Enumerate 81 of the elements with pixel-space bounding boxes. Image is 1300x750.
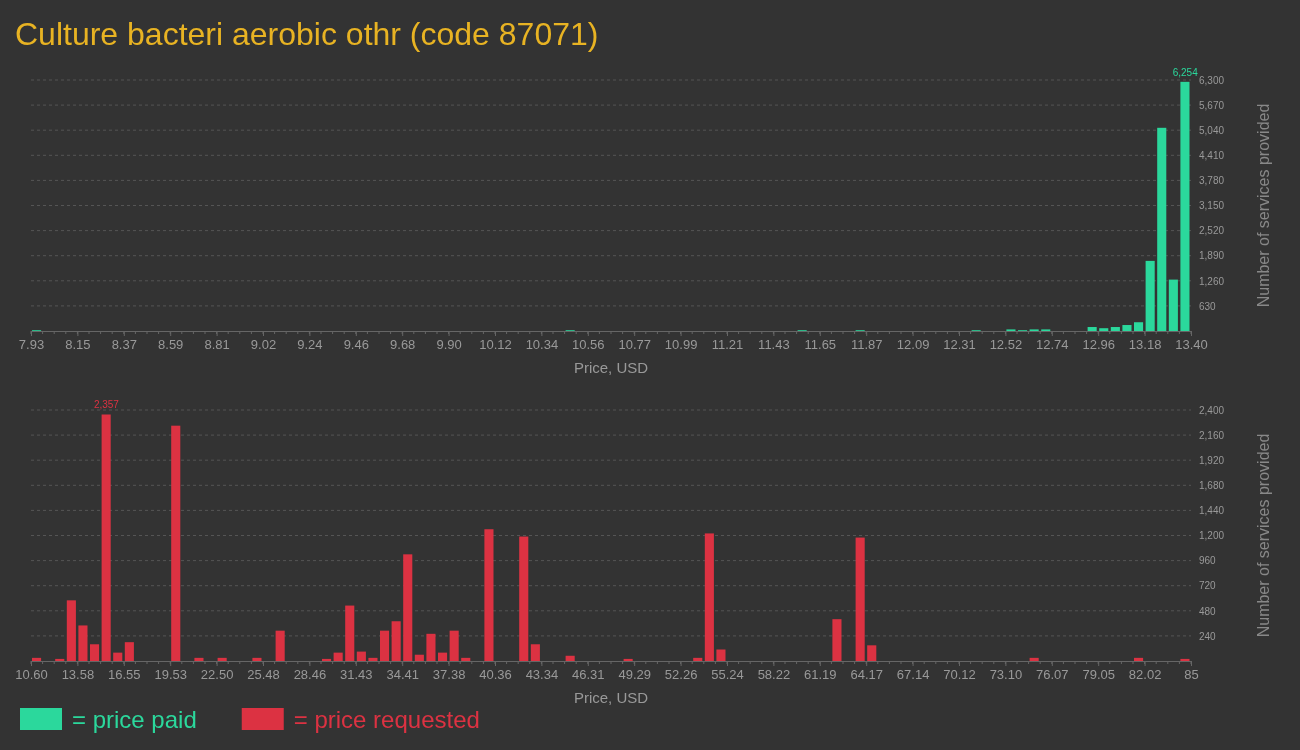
x-tick-label: 70.12 bbox=[943, 667, 976, 683]
x-tick-label: 40.36 bbox=[479, 667, 512, 683]
x-tick-label: 79.05 bbox=[1082, 667, 1115, 683]
x-tick-label: 10.99 bbox=[664, 337, 698, 353]
y-tick-label: 960 bbox=[1199, 555, 1217, 567]
x-tick-label: 58.22 bbox=[757, 667, 791, 683]
x-tick-label: 12.96 bbox=[1082, 337, 1115, 353]
x-tick-label: 43.34 bbox=[525, 667, 559, 683]
x-tick-label: 22.50 bbox=[200, 667, 234, 683]
x-tick-label: 85 bbox=[1184, 667, 1199, 683]
y-tick-label: 720 bbox=[1199, 580, 1217, 592]
y-tick-label: 1,200 bbox=[1199, 530, 1225, 542]
y-tick-label: 4,410 bbox=[1199, 150, 1225, 161]
x-tick-label: 61.19 bbox=[804, 667, 837, 683]
y-tick-label: 5,040 bbox=[1199, 124, 1225, 136]
x-tick-label: 11.87 bbox=[850, 337, 883, 353]
x-tick-label: 13.58 bbox=[61, 667, 95, 683]
y-tick-label: 2,160 bbox=[1199, 429, 1225, 441]
x-tick-label: 7.93 bbox=[18, 337, 45, 353]
x-tick-label: 25.48 bbox=[247, 667, 280, 683]
x-tick-label: 10.34 bbox=[525, 337, 559, 353]
x-tick-label: 10.60 bbox=[15, 667, 48, 683]
x-tick-label: 13.18 bbox=[1128, 337, 1162, 353]
x-tick-label: 11.43 bbox=[758, 337, 790, 353]
x-tick-label: 9.90 bbox=[436, 337, 462, 353]
x-axis-title: Price, USD bbox=[573, 359, 649, 376]
x-tick-label: 10.77 bbox=[618, 337, 651, 353]
x-tick-label: 76.07 bbox=[1036, 667, 1069, 683]
y-tick-label: 630 bbox=[1199, 300, 1217, 312]
x-tick-label: 34.41 bbox=[386, 667, 419, 683]
x-tick-label: 13.40 bbox=[1175, 337, 1208, 353]
legend-label: = price paid bbox=[72, 706, 197, 733]
y-tick-label: 5,670 bbox=[1199, 99, 1225, 111]
x-tick-label: 12.31 bbox=[943, 337, 976, 353]
x-tick-label: 8.15 bbox=[65, 337, 91, 353]
x-tick-label: 9.02 bbox=[250, 337, 277, 353]
y-tick-label: 1,890 bbox=[1199, 250, 1225, 262]
x-tick-label: 16.55 bbox=[108, 667, 141, 683]
legend-label: = price requested bbox=[293, 706, 480, 733]
y-tick-label: 1,680 bbox=[1199, 480, 1225, 491]
x-tick-label: 55.24 bbox=[711, 667, 744, 683]
x-tick-label: 12.74 bbox=[1036, 337, 1069, 353]
x-tick-label: 9.24 bbox=[297, 337, 323, 353]
y-axis-title: Number of services provided bbox=[1255, 433, 1272, 638]
y-tick-label: 3,150 bbox=[1199, 200, 1225, 212]
x-tick-label: 19.53 bbox=[154, 667, 187, 683]
x-tick-label: 31.43 bbox=[340, 667, 373, 683]
x-tick-label: 11.65 bbox=[804, 337, 837, 353]
x-tick-label: 9.46 bbox=[343, 337, 369, 353]
x-tick-label: 12.09 bbox=[896, 337, 930, 353]
x-tick-label: 10.12 bbox=[479, 337, 512, 353]
y-tick-label: 240 bbox=[1199, 630, 1217, 642]
x-tick-label: 28.46 bbox=[293, 667, 327, 683]
x-tick-label: 37.38 bbox=[432, 667, 466, 683]
y-tick-label: 2,520 bbox=[1199, 225, 1225, 237]
x-tick-label: 82.02 bbox=[1128, 667, 1162, 683]
y-tick-label: 480 bbox=[1199, 605, 1217, 617]
x-tick-label: 46.31 bbox=[572, 667, 605, 683]
x-tick-label: 52.26 bbox=[664, 667, 698, 683]
x-tick-label: 9.68 bbox=[390, 337, 416, 353]
y-tick-label: 1,440 bbox=[1199, 505, 1225, 517]
x-tick-label: 11.21 bbox=[711, 337, 744, 353]
x-tick-label: 8.37 bbox=[111, 337, 137, 353]
y-tick-label: 3,780 bbox=[1199, 175, 1225, 187]
x-tick-label: 8.81 bbox=[204, 337, 230, 353]
y-tick-label: 6,300 bbox=[1199, 74, 1225, 86]
y-axis-title: Number of services provided bbox=[1255, 103, 1272, 308]
data-label: 2,357 bbox=[93, 399, 120, 411]
x-tick-label: 8.59 bbox=[158, 337, 184, 353]
x-tick-label: 67.14 bbox=[896, 667, 930, 683]
x-tick-label: 64.17 bbox=[850, 667, 883, 683]
chart-title: Culture bacteri aerobic othr (code 87071) bbox=[15, 16, 599, 52]
data-label: 6,254 bbox=[1172, 66, 1199, 78]
y-tick-label: 1,920 bbox=[1199, 454, 1225, 466]
x-tick-label: 10.56 bbox=[572, 337, 605, 353]
x-axis-title: Price, USD bbox=[573, 689, 649, 706]
x-tick-label: 73.10 bbox=[989, 667, 1023, 683]
y-tick-label: 2,400 bbox=[1199, 404, 1225, 416]
x-tick-label: 12.52 bbox=[989, 337, 1023, 353]
x-tick-label: 49.29 bbox=[618, 667, 651, 683]
y-tick-label: 1,260 bbox=[1199, 275, 1225, 287]
